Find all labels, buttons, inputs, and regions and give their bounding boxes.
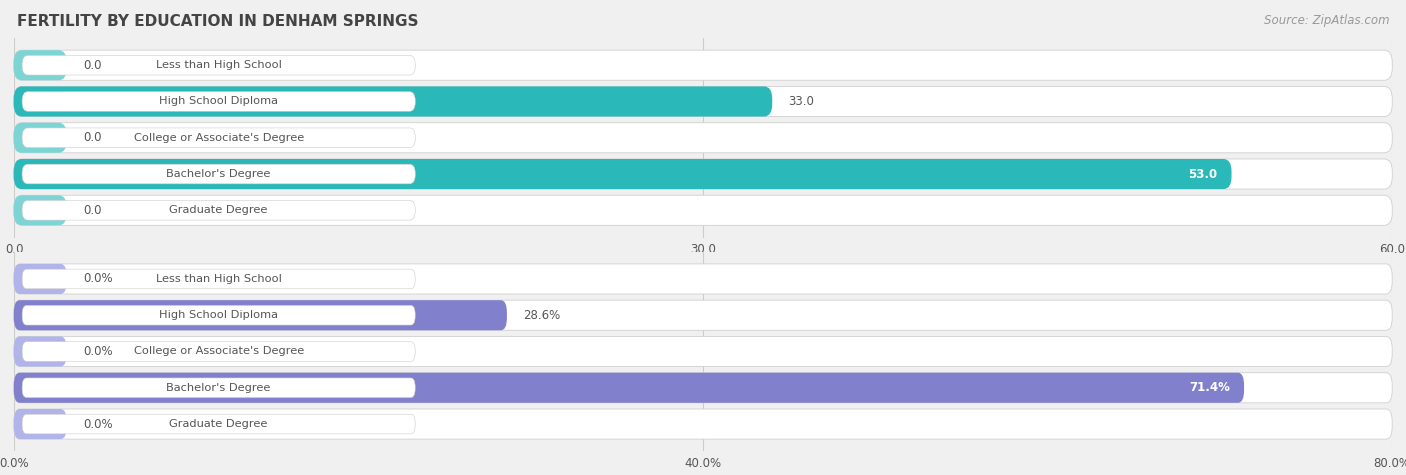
FancyBboxPatch shape [22, 164, 415, 184]
Text: 33.0: 33.0 [789, 95, 814, 108]
Text: Source: ZipAtlas.com: Source: ZipAtlas.com [1264, 14, 1389, 27]
FancyBboxPatch shape [14, 123, 1392, 153]
FancyBboxPatch shape [14, 123, 66, 153]
FancyBboxPatch shape [14, 86, 1392, 116]
FancyBboxPatch shape [22, 200, 415, 220]
FancyBboxPatch shape [14, 159, 1232, 189]
Text: 28.6%: 28.6% [523, 309, 561, 322]
FancyBboxPatch shape [14, 264, 1392, 294]
FancyBboxPatch shape [14, 409, 1392, 439]
FancyBboxPatch shape [14, 300, 1392, 330]
FancyBboxPatch shape [14, 336, 66, 367]
FancyBboxPatch shape [22, 92, 415, 111]
Text: College or Associate's Degree: College or Associate's Degree [134, 133, 304, 143]
Text: 53.0: 53.0 [1188, 168, 1218, 180]
Text: 0.0: 0.0 [83, 131, 101, 144]
Text: 0.0%: 0.0% [83, 345, 112, 358]
FancyBboxPatch shape [14, 336, 1392, 367]
FancyBboxPatch shape [22, 342, 415, 361]
FancyBboxPatch shape [14, 373, 1392, 403]
Text: Less than High School: Less than High School [156, 274, 281, 284]
FancyBboxPatch shape [22, 128, 415, 148]
Text: High School Diploma: High School Diploma [159, 310, 278, 320]
Text: 0.0%: 0.0% [83, 273, 112, 285]
Text: Graduate Degree: Graduate Degree [170, 419, 269, 429]
Text: Graduate Degree: Graduate Degree [170, 205, 269, 215]
FancyBboxPatch shape [14, 86, 772, 116]
Text: Less than High School: Less than High School [156, 60, 281, 70]
FancyBboxPatch shape [14, 300, 508, 330]
FancyBboxPatch shape [22, 378, 415, 398]
Text: 0.0%: 0.0% [83, 418, 112, 430]
FancyBboxPatch shape [14, 50, 66, 80]
FancyBboxPatch shape [22, 269, 415, 289]
Text: Bachelor's Degree: Bachelor's Degree [166, 169, 271, 179]
FancyBboxPatch shape [14, 195, 66, 225]
Text: FERTILITY BY EDUCATION IN DENHAM SPRINGS: FERTILITY BY EDUCATION IN DENHAM SPRINGS [17, 14, 419, 29]
FancyBboxPatch shape [14, 409, 66, 439]
FancyBboxPatch shape [22, 414, 415, 434]
FancyBboxPatch shape [14, 195, 1392, 225]
FancyBboxPatch shape [14, 264, 66, 294]
FancyBboxPatch shape [22, 305, 415, 325]
Text: 0.0: 0.0 [83, 204, 101, 217]
FancyBboxPatch shape [14, 50, 1392, 80]
FancyBboxPatch shape [22, 56, 415, 75]
FancyBboxPatch shape [14, 373, 1244, 403]
Text: College or Associate's Degree: College or Associate's Degree [134, 346, 304, 357]
Text: 0.0: 0.0 [83, 59, 101, 72]
Text: Bachelor's Degree: Bachelor's Degree [166, 383, 271, 393]
Text: High School Diploma: High School Diploma [159, 96, 278, 106]
Text: 71.4%: 71.4% [1189, 381, 1230, 394]
FancyBboxPatch shape [14, 159, 1392, 189]
